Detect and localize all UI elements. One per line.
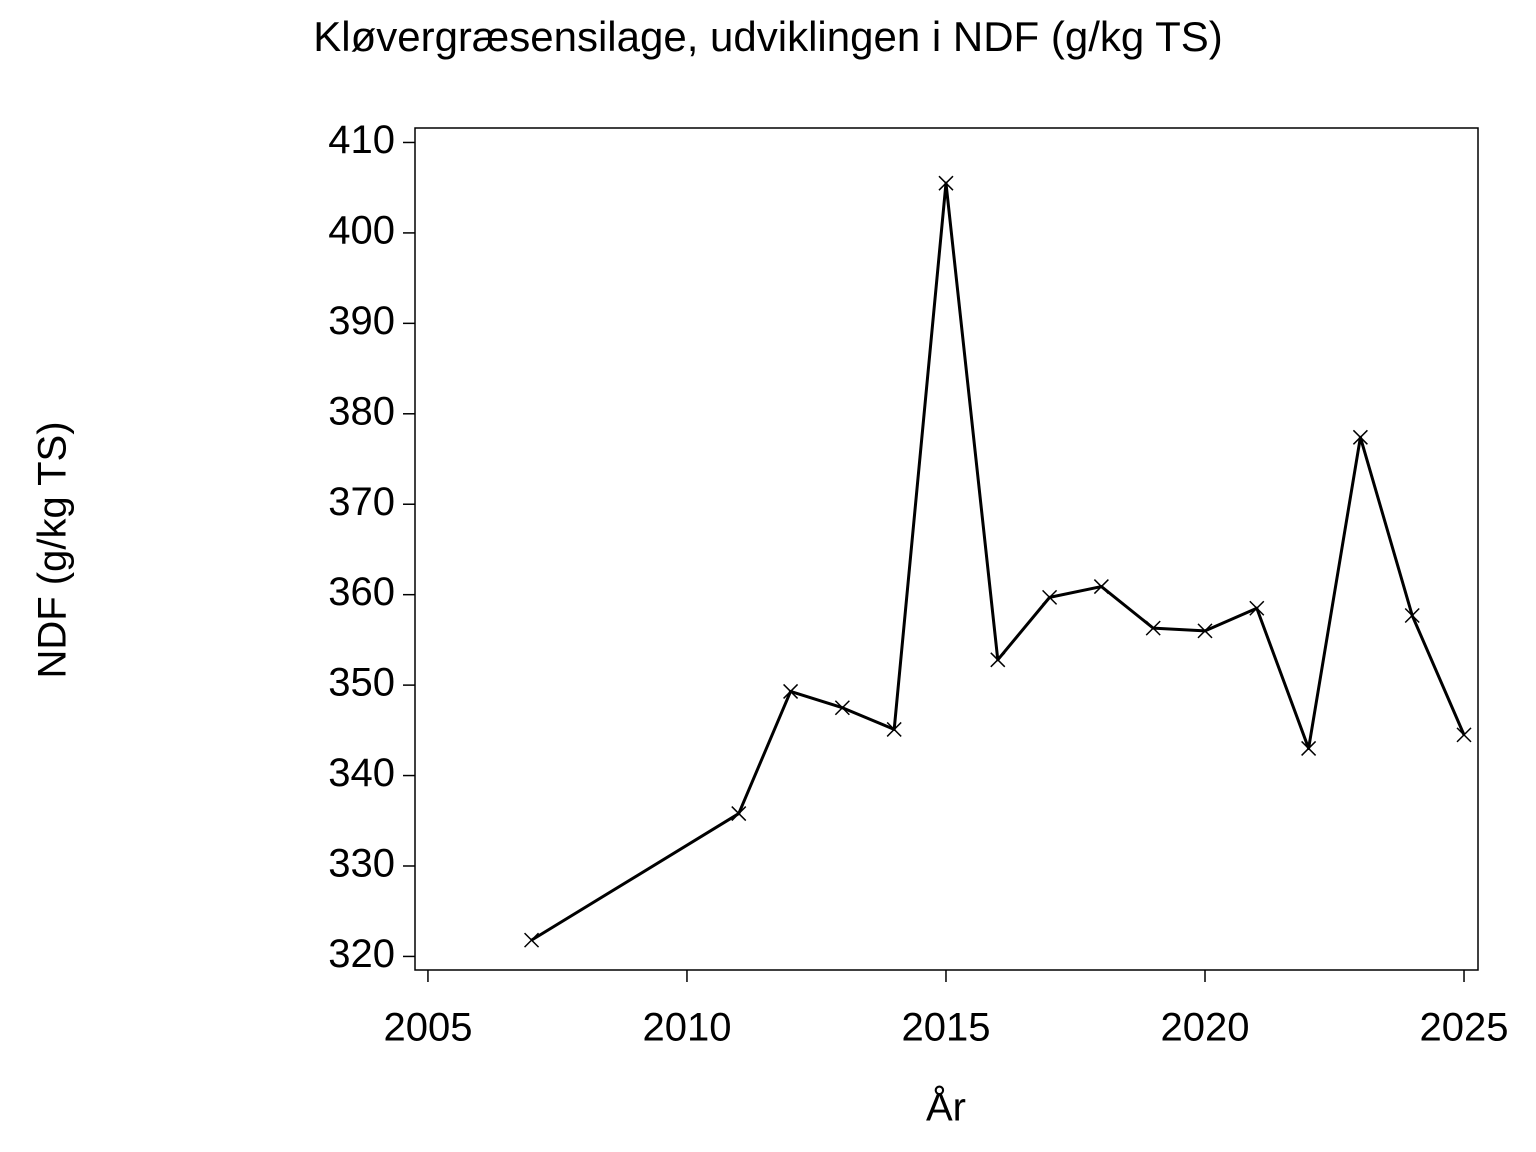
x-tick-label: 2015 [901,1006,990,1050]
marker [731,806,747,822]
marker [1145,620,1161,636]
marker [1093,579,1109,595]
x-tick-label: 2025 [1420,1006,1509,1050]
y-tick-label: 350 [328,661,395,705]
y-tick-label: 380 [328,389,395,433]
marker [938,175,954,191]
marker [990,652,1006,668]
y-tick-label: 410 [328,118,395,162]
x-tick-label: 2010 [642,1006,731,1050]
y-tick-label: 360 [328,570,395,614]
plot-frame [414,127,1479,971]
y-tick-label: 330 [328,842,395,886]
line [530,181,1466,942]
y-tick-label: 400 [328,208,395,252]
y-tick-label: 340 [328,751,395,795]
marker [1301,740,1317,756]
marker [1352,429,1368,445]
marker [1249,600,1265,616]
marker [783,683,799,699]
marker [1404,607,1420,624]
y-tick-label: 390 [328,299,395,343]
marker [524,932,540,948]
marker [1456,727,1472,743]
marker [834,700,850,716]
marker [1042,589,1058,605]
x-axis-label: År [926,1085,966,1130]
x-tick-label: 2005 [383,1006,472,1050]
marker [886,721,902,737]
marker [1197,623,1213,639]
x-tick-label: 2020 [1161,1006,1250,1050]
y-tick-label: 370 [328,480,395,524]
y-axis-label: NDF (g/kg TS) [31,421,75,678]
y-tick-label: 320 [328,932,395,976]
chart-title: Kløvergræsensilage, udviklingen i NDF (g… [313,13,1223,60]
